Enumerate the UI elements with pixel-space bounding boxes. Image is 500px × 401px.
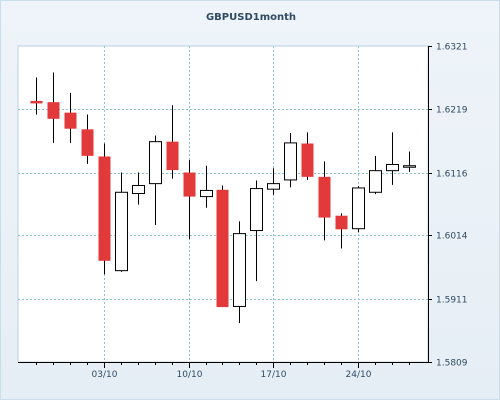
candle-body-down — [30, 100, 43, 104]
candle-body-down — [47, 102, 60, 119]
candle — [98, 143, 111, 275]
candle-body-up — [403, 165, 416, 168]
candle — [369, 155, 382, 195]
candle-body-down — [98, 156, 111, 261]
candle — [166, 105, 179, 179]
chart-title: GBPUSD1month — [205, 12, 297, 23]
x-tick-label: 24/10 — [346, 370, 372, 380]
candle — [250, 180, 263, 282]
candle — [301, 132, 314, 180]
candle-body-up — [149, 141, 162, 185]
x-tick-label: 10/10 — [177, 370, 203, 380]
candle — [183, 160, 196, 240]
candle-body-down — [64, 112, 77, 129]
candle-body-down — [166, 141, 179, 171]
candle — [216, 185, 229, 308]
candle-body-down — [183, 172, 196, 197]
candle — [352, 186, 365, 233]
candle — [335, 213, 348, 249]
candle — [149, 135, 162, 225]
axes: 1.6321 1.6219 1.6116 1.6014 1.5911 1.5809 03/1… — [18, 43, 468, 380]
candle — [284, 133, 297, 188]
y-tick-label: 1.6014 — [436, 232, 468, 242]
candle-body-up — [267, 183, 280, 190]
candle — [386, 132, 399, 185]
candle — [200, 165, 213, 208]
candle-body-down — [301, 143, 314, 177]
candle-body-up — [352, 187, 365, 230]
candle-body-down — [81, 129, 94, 156]
y-tick-label: 1.6321 — [436, 43, 468, 53]
candle — [318, 161, 331, 241]
candle-body-up — [200, 189, 213, 198]
candle-body-up — [284, 142, 297, 181]
candle — [115, 172, 128, 272]
candle-body-up — [369, 170, 382, 193]
candle — [132, 172, 145, 205]
candle-body-up — [115, 191, 128, 272]
y-tick-label: 1.5911 — [436, 296, 468, 306]
candle-body-up — [386, 164, 399, 172]
candle-body-down — [318, 176, 331, 218]
y-tick-label: 1.6116 — [436, 170, 468, 180]
candle — [403, 151, 416, 172]
candle-body-up — [233, 233, 246, 307]
candle — [47, 72, 60, 143]
candle-body-down — [216, 189, 229, 308]
candle-body-up — [250, 188, 263, 232]
candles — [30, 72, 416, 324]
x-tick-label: 17/10 — [261, 370, 287, 380]
x-tick-label: 03/10 — [92, 370, 118, 380]
candle — [64, 92, 77, 143]
candle-body-down — [335, 215, 348, 230]
candle — [30, 77, 43, 115]
candle — [233, 221, 246, 324]
candle-body-up — [132, 184, 145, 195]
y-tick-label: 1.6219 — [436, 106, 468, 116]
candle — [267, 168, 280, 195]
candle — [81, 114, 94, 164]
y-tick-label: 1.5809 — [436, 359, 468, 369]
